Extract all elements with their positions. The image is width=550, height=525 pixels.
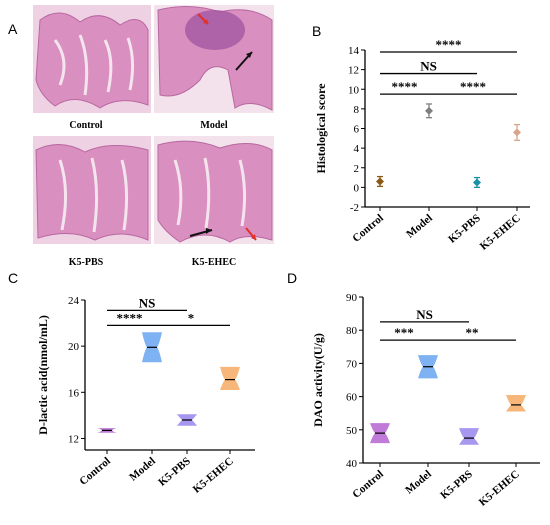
histology-caption-k5-ehec: K5-EHEC [192,257,236,268]
histology-caption-control: Control [69,120,102,131]
significance-label-d: *** [394,325,414,340]
y-tick-label-b: 8 [354,104,360,116]
x-tick-label-c: K5-EHEC [191,455,236,496]
panel-label-a: A [8,21,18,37]
significance-label-c: **** [117,310,143,325]
x-tick-label-c: Control [77,455,113,488]
y-tick-label-d: 70 [346,358,358,370]
histology-panel: Control Model K5-PBS K5-EHEC [33,5,274,268]
x-tick-label-b: K5-PBS [446,212,483,246]
significance-label-c: NS [139,295,156,310]
histology-caption-model: Model [200,120,227,131]
x-tick-label-d: K5-EHEC [477,468,522,509]
mean-point-b [425,106,433,115]
y-tick-label-b: 10 [348,84,360,96]
x-tick-label-c: Model [127,455,158,483]
y-tick-label-d: 40 [346,458,358,470]
mean-point-b [473,178,481,187]
y-tick-label-c: 24 [68,295,80,307]
x-tick-label-d: Control [350,468,386,501]
significance-label-c: * [188,310,195,325]
x-tick-label-c: K5-PBS [156,455,193,489]
violin-d [506,394,526,412]
histology-caption-k5-pbs: K5-PBS [69,257,104,268]
y-tick-label-b: -2 [350,202,359,214]
x-tick-label-b: Control [350,212,386,245]
y-tick-label-d: 50 [346,425,358,437]
y-tick-label-d: 90 [346,292,358,304]
y-tick-label-b: 14 [348,45,360,57]
y-tick-label-b: 12 [348,65,359,77]
x-tick-label-d: K5-PBS [438,468,475,502]
x-tick-label-d: Model [403,468,434,496]
significance-label-d: NS [416,307,433,322]
histology-image-model [154,5,274,113]
panel-label-d: D [287,270,297,286]
significance-label-b: **** [460,79,486,94]
panel-label-c: C [8,270,18,286]
histology-image-k5-ehec [154,136,274,244]
y-axis-title-c: D-lactic acid(nmol/mL) [36,315,50,435]
histology-image-k5-pbs [33,136,151,244]
violin-c [220,366,240,390]
y-axis-title-d: DAO activity(U/g) [311,333,325,427]
significance-label-b: **** [436,37,462,52]
panel-label-b: B [312,23,321,39]
y-tick-label-c: 16 [68,387,80,399]
significance-label-d: ** [466,325,479,340]
chart-dao-activity: 40 50 60 70 80 90 Control Model K5-PBS K5-EHEC DAO… [311,292,540,509]
significance-label-b: **** [392,79,418,94]
x-tick-label-b: K5-EHEC [478,212,523,253]
y-tick-label-d: 60 [346,392,358,404]
mean-point-b [513,128,521,137]
significance-label-b: NS [420,59,437,74]
y-tick-label-d: 80 [346,325,358,337]
violin-d [459,428,479,445]
y-tick-label-b: 0 [354,182,360,194]
y-tick-label-b: 2 [354,163,360,175]
y-tick-label-b: 4 [354,143,360,155]
mean-point-b [376,177,384,186]
y-axis-title-b: Histological score [314,83,328,174]
x-tick-label-b: Model [404,212,435,240]
histology-image-control [33,5,151,113]
y-tick-label-b: 6 [354,124,360,136]
y-tick-label-c: 20 [68,341,80,353]
y-tick-label-c: 12 [68,433,79,445]
